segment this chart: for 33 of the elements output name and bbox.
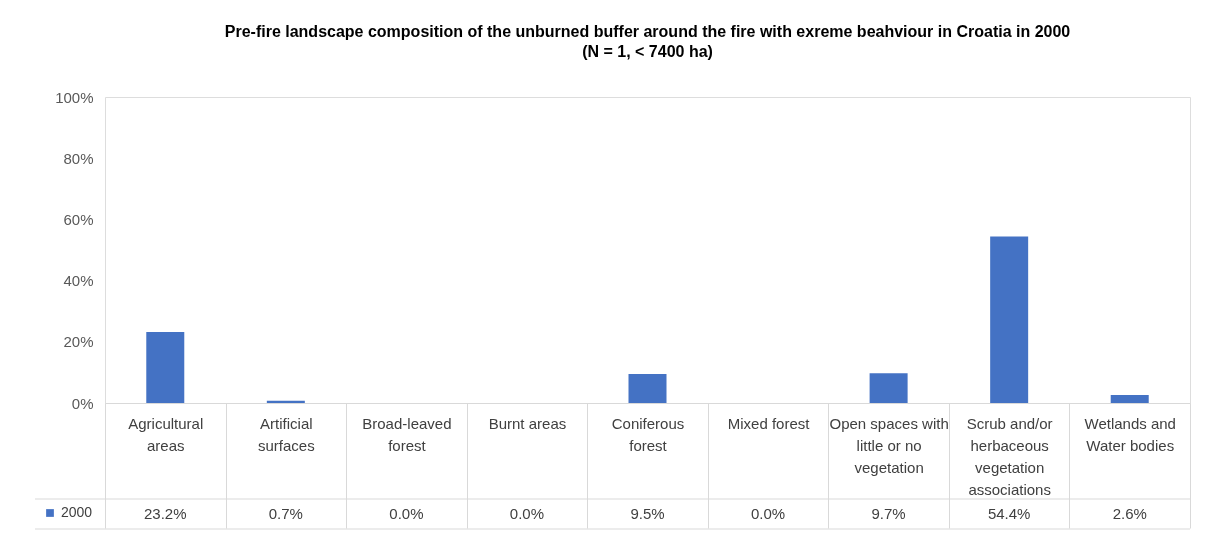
y-tick-label: 20% xyxy=(63,333,94,351)
data-label: 54.4% xyxy=(987,505,1031,522)
y-tick-label: 40% xyxy=(63,272,94,290)
bar xyxy=(628,373,667,403)
y-tick-label: 60% xyxy=(63,210,94,228)
x-tick-label: Scrub and/or herbaceous vegetation associations xyxy=(966,414,1053,498)
bar xyxy=(146,332,185,403)
data-label: 0.0% xyxy=(509,505,545,522)
data-label: 23.2% xyxy=(144,505,187,522)
bar xyxy=(1110,395,1149,403)
bar xyxy=(869,373,908,403)
bar xyxy=(990,236,1029,403)
data-label: 0.0% xyxy=(750,505,786,522)
data-label: 0.0% xyxy=(389,505,424,522)
x-tick-label: Broad-leaved forest xyxy=(362,414,452,454)
x-tick-label: Open spaces with little or no vegetation xyxy=(829,414,949,476)
x-tick-label: Coniferous forest xyxy=(611,414,685,454)
data-label: 2.6% xyxy=(1112,505,1147,522)
x-tick-label: Artificial surfaces xyxy=(257,414,315,454)
x-tick-label: Agricultural areas xyxy=(128,414,204,454)
data-label: 0.7% xyxy=(268,505,303,522)
data-label: 9.7% xyxy=(871,505,906,522)
data-label: 9.5% xyxy=(630,505,665,522)
y-tick-label: 80% xyxy=(63,149,94,167)
bar xyxy=(266,400,305,403)
chart-title: Pre-fire landscape composition of the unburned buffer around the fire with exreme beahviour in Croatia in 2000 xyxy=(224,23,1071,40)
y-tick-label: 100% xyxy=(55,88,94,106)
y-tick-label: 0% xyxy=(71,394,94,412)
x-tick-label: Mixed forest xyxy=(727,414,811,432)
chart-subtitle: (N = 1, < 7400 ha) xyxy=(582,43,713,60)
legend-label: 2000 xyxy=(61,504,93,520)
x-tick-label: Burnt areas xyxy=(488,414,567,432)
x-tick-label: Wetlands and Water bodies xyxy=(1084,414,1176,454)
